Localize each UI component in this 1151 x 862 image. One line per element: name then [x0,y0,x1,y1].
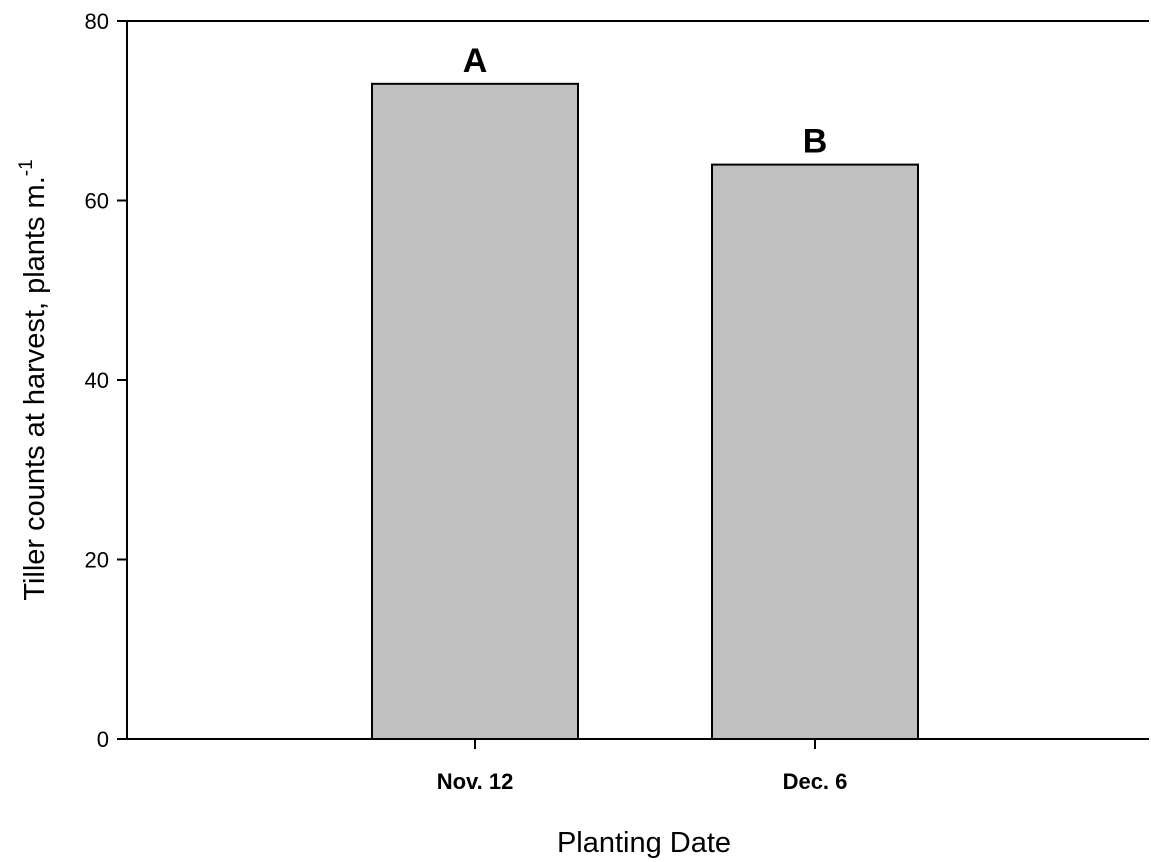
y-tick-label: 20 [85,548,109,573]
bar [371,82,579,740]
plot-area: A Nov. 12 B Dec. 6 0 20 40 60 80 [85,9,1149,794]
significance-label: B [803,123,828,161]
bar [711,163,919,741]
significance-label: A [463,42,488,80]
y-axis-title-superscript: -1 [16,159,37,176]
x-axis-title: Planting Date [557,827,731,859]
y-tick-label: 0 [97,727,109,752]
y-tick-label: 60 [85,189,109,214]
x-tick-label: Dec. 6 [783,769,848,794]
y-tick-label: 40 [85,368,109,393]
y-axis-title-text: Tiller counts at harvest, plants m. [19,176,51,600]
y-tick-label: 80 [85,9,109,34]
x-tick-label: Nov. 12 [437,769,514,794]
y-axis-title: Tiller counts at harvest, plants m.-1 [16,159,51,600]
